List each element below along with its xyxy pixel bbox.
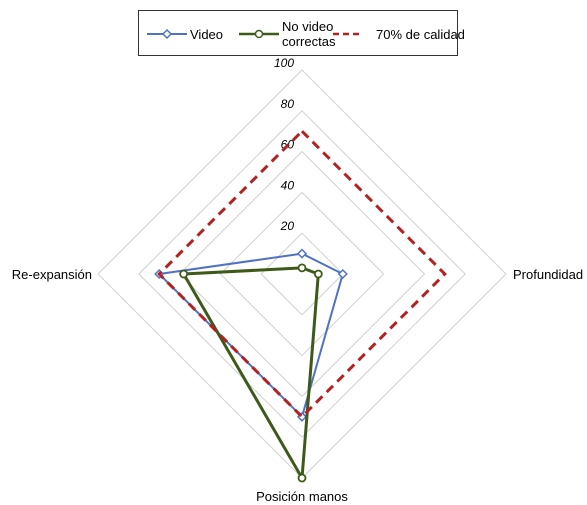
legend-label-novideo: No video correctas	[282, 19, 335, 49]
tick-label-20: 20	[280, 219, 295, 233]
series-1-marker-bottom	[297, 473, 307, 483]
axis-label-bottom: Posición manos	[256, 489, 348, 504]
axis-label-left: Re-expansión	[12, 267, 92, 282]
legend-item-video: Video	[147, 11, 223, 57]
series-1-line	[181, 266, 320, 483]
axis-label-right: Profundidad	[513, 267, 583, 282]
series-1-marker-right	[313, 269, 323, 279]
legend-label-video: Video	[190, 26, 224, 42]
legend-item-novideo: No video correctas	[239, 11, 335, 57]
legend-item-quality: 70% de calidad	[333, 11, 465, 57]
grid-ring-40	[219, 191, 385, 357]
series-1-marker-top	[297, 263, 307, 273]
series-layer	[154, 129, 447, 483]
series-0-marker-top	[296, 248, 308, 259]
grid-ring-80	[138, 110, 466, 438]
grid-ring-20	[260, 232, 344, 316]
legend-label-novideo-line1: No video	[282, 19, 334, 34]
legend-label-quality: 70% de calidad	[376, 26, 465, 42]
series-0-marker-right	[337, 268, 348, 280]
grid-ring-60	[178, 150, 426, 398]
tick-label-80: 80	[281, 97, 295, 111]
tick-label-100: 100	[274, 56, 294, 70]
legend-swatch-quality	[333, 32, 363, 36]
legend-swatch-video	[147, 28, 187, 40]
legend-label-novideo-line2: correctas	[282, 34, 336, 49]
legend-swatch-novideo	[239, 29, 279, 39]
tick-label-40: 40	[281, 178, 295, 192]
chart-legend: Video No video correctas 70% de calidad	[138, 10, 465, 57]
series-1-marker-left	[179, 269, 189, 279]
